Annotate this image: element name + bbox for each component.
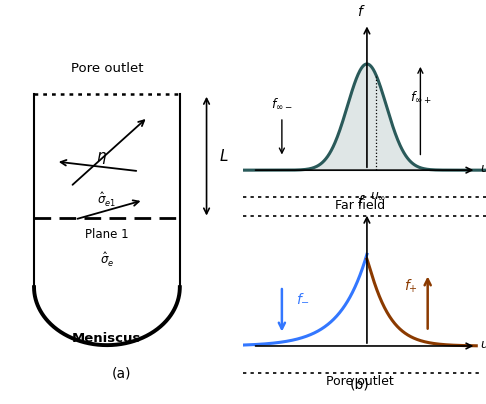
Text: $L$: $L$: [219, 148, 228, 164]
Text: $f_{+}$: $f_{+}$: [404, 278, 418, 295]
Text: Pore outlet: Pore outlet: [326, 375, 394, 388]
Text: $\hat{\sigma}_{e}$: $\hat{\sigma}_{e}$: [100, 251, 114, 269]
Text: $\eta$: $\eta$: [96, 149, 106, 166]
Text: $\hat{\sigma}_{e1}$: $\hat{\sigma}_{e1}$: [97, 191, 117, 209]
Text: $f$: $f$: [357, 4, 365, 19]
Text: $u_z$: $u_z$: [480, 164, 486, 177]
Text: $u_z$: $u_z$: [480, 339, 486, 353]
Text: $f_{-}$: $f_{-}$: [296, 291, 311, 305]
Text: $u_{\infty}$: $u_{\infty}$: [370, 189, 386, 202]
Text: Far field: Far field: [334, 199, 385, 212]
Text: Meniscus: Meniscus: [72, 332, 141, 345]
Text: (a): (a): [112, 366, 131, 380]
Text: $f_{\infty+}$: $f_{\infty+}$: [410, 90, 431, 106]
Text: $f_{\infty-}$: $f_{\infty-}$: [271, 97, 293, 112]
Text: $f$: $f$: [357, 194, 365, 209]
Text: Pore outlet: Pore outlet: [70, 62, 143, 75]
Text: Plane 1: Plane 1: [85, 228, 129, 241]
Text: (b): (b): [350, 378, 369, 392]
